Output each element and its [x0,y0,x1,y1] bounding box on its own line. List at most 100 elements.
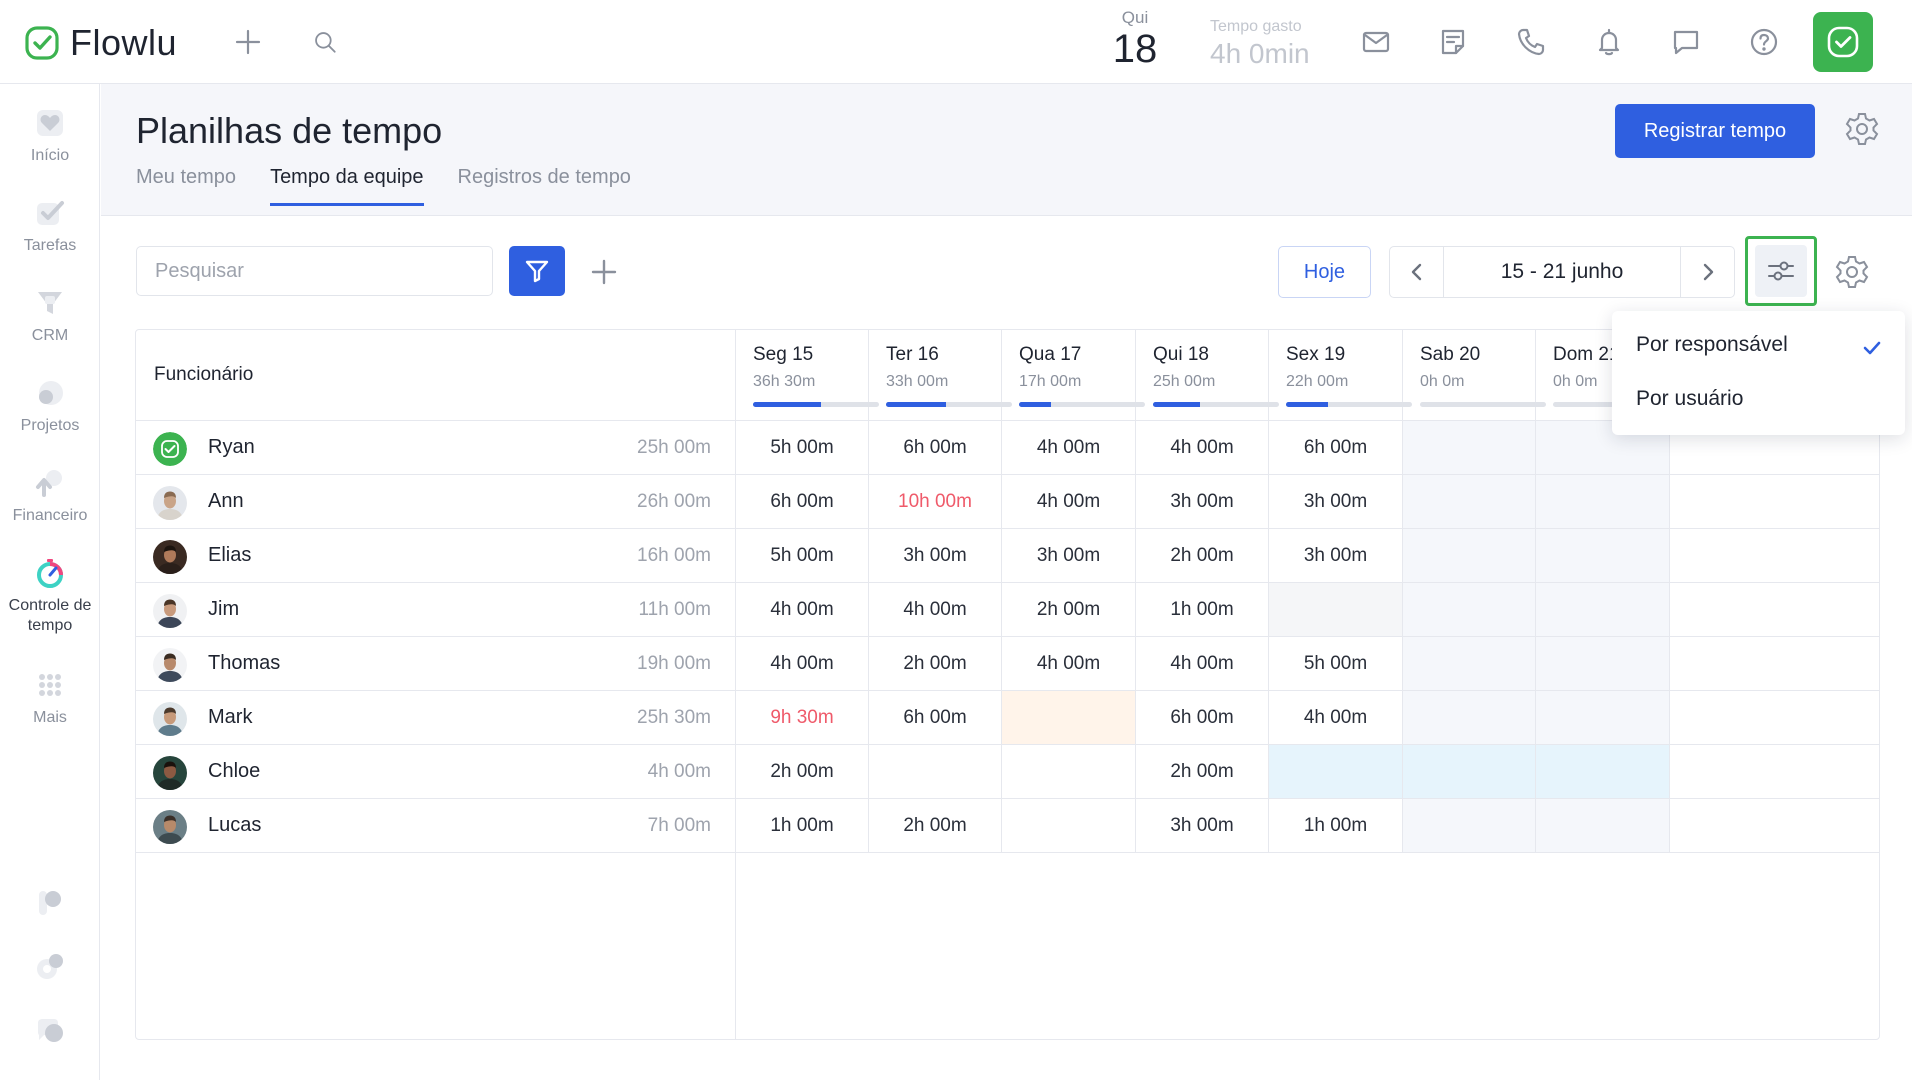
time-cell[interactable]: 2h 00m [903,652,967,674]
time-cell[interactable] [1536,583,1669,636]
table-row[interactable]: Ryan 25h 00m 5h 00m 6h 00m 4h 00m 4h 00m 6h 00… [136,420,1879,474]
day-column-header[interactable]: Qua 17 17h 00m [1001,330,1145,420]
time-cell[interactable]: 6h 00m [903,436,967,458]
table-row[interactable]: Ann 26h 00m 6h 00m 10h 00m 4h 00m 3h 00m 3h 00… [136,474,1879,528]
time-cell[interactable] [1403,529,1535,582]
time-cell[interactable] [1536,745,1669,798]
global-search-button[interactable] [305,22,345,62]
today-button[interactable]: Hoje [1278,246,1371,298]
time-cell[interactable] [1002,745,1135,798]
time-cell[interactable]: 2h 00m [1170,760,1234,782]
day-column-header[interactable]: Ter 16 33h 00m [868,330,1012,420]
time-cell[interactable]: 6h 00m [770,490,834,512]
option-por-usuario[interactable]: Por usuário [1636,387,1744,410]
previous-week-button[interactable] [1390,247,1444,297]
time-cell[interactable] [1536,529,1669,582]
time-cell[interactable]: 1h 00m [770,814,834,836]
table-row[interactable]: Jim 11h 00m 4h 00m 4h 00m 2h 00m 1h 00m [136,582,1879,636]
sidebar-item-controle-de-tempo[interactable]: Controle de tempo [0,556,100,636]
day-column-header[interactable]: Sex 19 22h 00m [1268,330,1412,420]
time-cell[interactable]: 9h 30m [770,706,834,728]
next-week-button[interactable] [1680,247,1734,297]
add-button[interactable] [584,252,624,292]
date-range-label[interactable]: 15 - 21 junho [1500,260,1624,283]
time-cell[interactable]: 4h 00m [1170,652,1234,674]
current-date[interactable]: Qui 18 [1110,8,1160,70]
sidebar-support-button[interactable] [0,1014,100,1054]
time-cell[interactable]: 1h 00m [1303,814,1368,836]
table-row[interactable]: Chloe 4h 00m 2h 00m 2h 00m [136,744,1879,798]
time-cell[interactable] [1403,637,1535,690]
time-cell[interactable]: 6h 00m [1170,706,1234,728]
time-cell[interactable] [1403,475,1535,528]
time-cell[interactable]: 3h 00m [903,544,967,566]
time-cell[interactable]: 4h 00m [903,598,967,620]
time-cell[interactable]: 4h 00m [1303,706,1368,728]
time-cell[interactable] [1403,583,1535,636]
option-por-responsavel[interactable]: Por responsável [1636,333,1788,356]
time-cell[interactable]: 6h 00m [903,706,967,728]
day-column-header[interactable]: Seg 15 36h 30m [735,330,879,420]
time-cell[interactable]: 2h 00m [903,814,967,836]
tab-meu-tempo[interactable]: Meu tempo [136,166,237,188]
time-cell[interactable]: 3h 00m [1036,544,1101,566]
chat-button[interactable] [1666,22,1706,62]
view-options-button[interactable] [1745,236,1817,306]
time-cell[interactable]: 2h 00m [1170,544,1234,566]
time-cell[interactable]: 3h 00m [1303,544,1368,566]
time-cell[interactable]: 2h 00m [1036,598,1101,620]
sidebar-item-financeiro[interactable]: Financeiro [0,466,100,526]
day-column-header[interactable]: Qui 18 25h 00m [1135,330,1279,420]
time-cell[interactable] [1536,691,1669,744]
time-cell[interactable]: 4h 00m [1036,652,1101,674]
time-cell[interactable]: 5h 00m [1303,652,1368,674]
time-cell[interactable] [1403,799,1535,852]
notes-button[interactable] [1433,22,1473,62]
tab-tempo-da-equipe[interactable]: Tempo da equipe [270,166,424,206]
table-row[interactable]: Lucas 7h 00m 1h 00m 2h 00m 3h 00m 1h 00m [136,798,1879,852]
sidebar-item-tarefas[interactable]: Tarefas [0,196,100,256]
time-cell[interactable]: 3h 00m [1170,490,1234,512]
register-time-button[interactable]: Registrar tempo [1615,104,1815,158]
app-logo[interactable]: Flowlu [24,22,177,64]
time-spent-widget[interactable]: Tempo gasto 4h 0min [1210,18,1310,70]
time-cell[interactable]: 3h 00m [1303,490,1368,512]
time-cell[interactable] [869,745,1001,798]
sidebar-item-crm[interactable]: CRM [0,286,100,346]
time-cell[interactable]: 4h 00m [770,652,834,674]
time-cell[interactable] [1002,691,1135,744]
time-cell[interactable] [1536,475,1669,528]
time-cell[interactable]: 4h 00m [1036,436,1101,458]
time-cell[interactable]: 3h 00m [1170,814,1234,836]
time-cell[interactable] [1269,583,1402,636]
time-cell[interactable]: 4h 00m [1170,436,1234,458]
day-column-header[interactable]: Sab 20 0h 0m [1402,330,1546,420]
time-cell[interactable]: 5h 00m [770,544,834,566]
time-cell[interactable]: 5h 00m [770,436,834,458]
time-cell[interactable]: 2h 00m [770,760,834,782]
notifications-button[interactable] [1589,22,1629,62]
table-row[interactable]: Mark 25h 30m 9h 30m 6h 00m 6h 00m 4h 00m [136,690,1879,744]
time-cell[interactable] [1536,799,1669,852]
sidebar-item-inicio[interactable]: Início [0,106,100,166]
time-cell[interactable] [1403,421,1535,474]
table-row[interactable]: Elias 16h 00m 5h 00m 3h 00m 3h 00m 2h 00m 3h 0… [136,528,1879,582]
time-cell[interactable] [1403,691,1535,744]
table-settings-button[interactable] [1834,254,1872,292]
filter-button[interactable] [509,246,565,296]
page-settings-button[interactable] [1844,111,1884,151]
time-cell[interactable]: 6h 00m [1303,436,1368,458]
phone-button[interactable] [1511,22,1551,62]
time-cell[interactable]: 4h 00m [1036,490,1101,512]
help-button[interactable] [1744,22,1784,62]
time-cell[interactable]: 4h 00m [770,598,834,620]
time-cell[interactable]: 1h 00m [1170,598,1234,620]
quick-add-button[interactable] [228,22,268,62]
mail-button[interactable] [1356,22,1396,62]
time-cell[interactable] [1002,799,1135,852]
time-cell[interactable] [1536,637,1669,690]
sidebar-item-mais[interactable]: Mais [0,668,100,728]
sidebar-apps-button[interactable] [0,886,100,926]
time-cell[interactable]: 10h 00m [898,490,972,512]
sidebar-settings-button[interactable] [0,950,100,990]
